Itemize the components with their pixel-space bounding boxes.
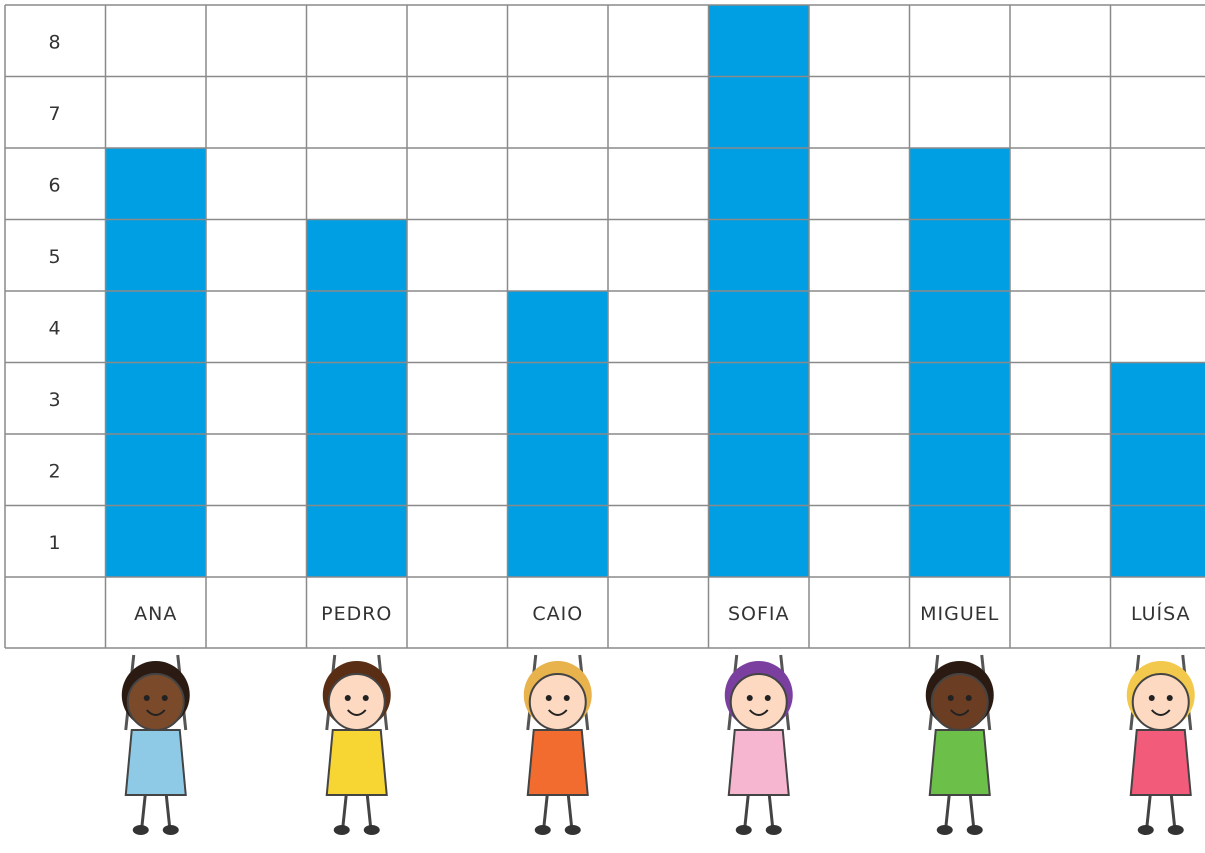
kid-head [128,674,184,730]
kid-eye [966,695,972,701]
kid-shoe [937,825,953,835]
kid-shoe [1168,825,1184,835]
kid-body [930,730,990,795]
kid-head [1133,674,1189,730]
x-tick-label: LUÍSA [1131,602,1191,625]
kid-body [729,730,789,795]
x-tick-label: SOFIA [728,603,790,625]
kid-shoe [133,825,149,835]
y-tick-label: 4 [48,317,61,339]
kid-shoe [967,825,983,835]
kid-head [329,674,385,730]
y-tick-label: 6 [48,174,61,196]
x-tick-label: MIGUEL [920,603,999,625]
kid-eye [363,695,369,701]
kid-eye [747,695,753,701]
page: {"chart_data": {"type": "bar", "categori… [0,0,1205,853]
kid-shoe [1138,825,1154,835]
x-tick-label: PEDRO [321,603,392,625]
kid-shoe [766,825,782,835]
kid-eye [765,695,771,701]
kid-body [126,730,186,795]
y-tick-label: 2 [48,460,61,482]
y-tick-label: 8 [48,31,61,53]
kid-shoe [535,825,551,835]
kid-eye [546,695,552,701]
kid-head [932,674,988,730]
kid-body [528,730,588,795]
kid-head [530,674,586,730]
y-tick-label: 1 [48,532,61,554]
kid-eye [1167,695,1173,701]
kid-body [1131,730,1191,795]
kid-eye [345,695,351,701]
y-tick-label: 5 [48,246,61,268]
kid-eye [564,695,570,701]
kid-shoe [364,825,380,835]
kid-eye [1149,695,1155,701]
kid-shoe [163,825,179,835]
kid-eye [948,695,954,701]
kid-eye [144,695,150,701]
y-tick-label: 3 [48,389,61,411]
y-tick-label: 7 [48,103,61,125]
x-tick-label: ANA [134,603,177,625]
bar [1111,363,1205,578]
kid-shoe [334,825,350,835]
x-tick-label: CAIO [532,603,583,625]
bar [307,220,408,578]
kid-eye [162,695,168,701]
kid-shoe [565,825,581,835]
kid-head [731,674,787,730]
chart: ANA PEDRO CAIO SOFIA MIGUEL LUÍSA 1 2 3 4 5 6 7 8 [0,0,1205,853]
kid-body [327,730,387,795]
kid-shoe [736,825,752,835]
